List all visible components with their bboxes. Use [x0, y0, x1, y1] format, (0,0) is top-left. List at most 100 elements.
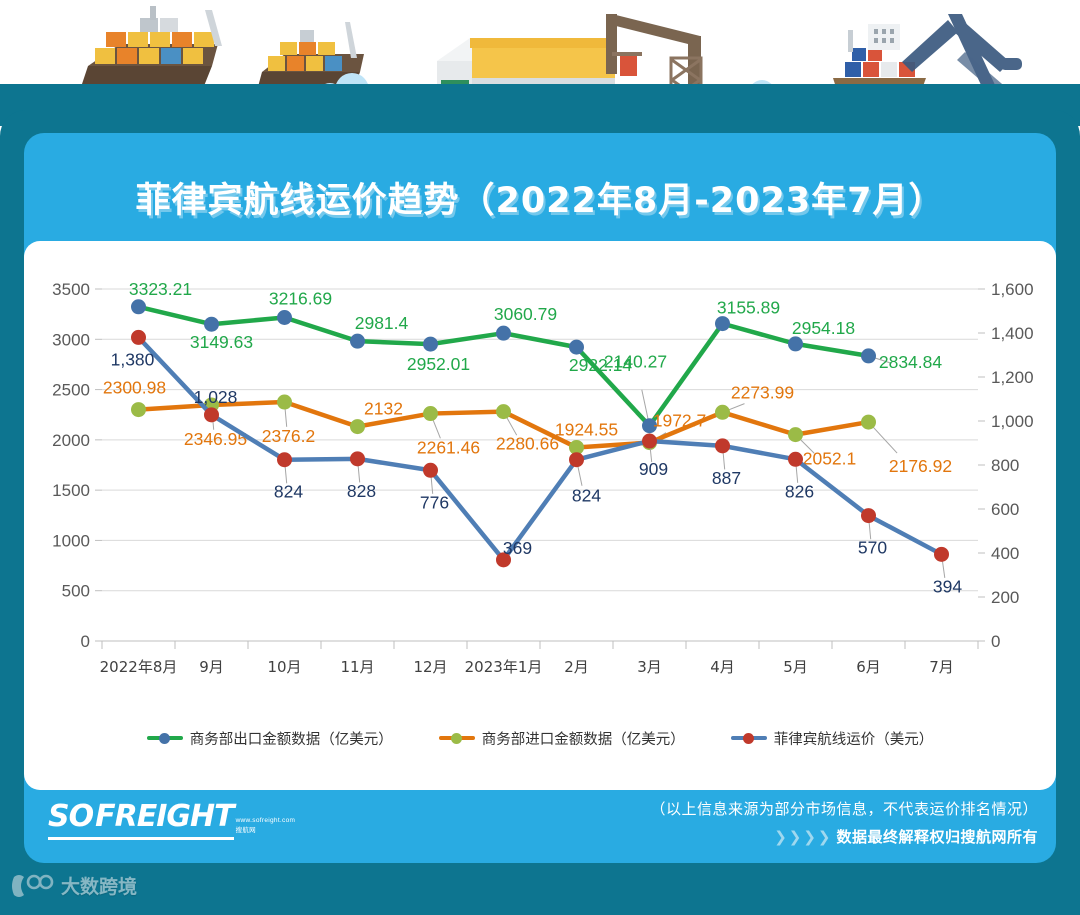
x-axis-label: 7月: [929, 658, 954, 676]
data-label: 2273.99: [731, 382, 794, 402]
data-label: 1,028: [194, 387, 238, 407]
data-label: 2952.01: [407, 354, 470, 374]
legend-marker-freight-icon: [730, 732, 767, 744]
data-point-marker: [277, 309, 292, 325]
axis-tick-label-left: 1000: [52, 531, 90, 550]
axis-tick-label-left: 0: [81, 632, 90, 651]
data-label: 2981.4: [355, 313, 409, 333]
axis-tick-label-right: 200: [991, 588, 1019, 607]
data-label: 2954.18: [792, 318, 855, 338]
legend-item-freight-rate[interactable]: 菲律宾航线运价（美元）: [730, 728, 933, 749]
data-point-marker: [496, 325, 511, 341]
dashu-logo-icon: [12, 874, 54, 897]
x-axis-label: 2022年8月: [100, 658, 178, 676]
data-label: 3060.79: [494, 304, 557, 324]
data-label: 887: [712, 468, 741, 488]
data-label: 824: [274, 482, 303, 502]
axis-tick-label-left: 1500: [52, 481, 90, 500]
data-label: 2280.66: [496, 434, 559, 454]
data-point-marker: [715, 438, 730, 454]
data-label: 2346.95: [184, 429, 247, 449]
x-axis-label: 12月: [413, 658, 447, 676]
data-point-marker: [861, 414, 876, 430]
data-point-marker: [496, 552, 511, 568]
axis-tick-label-left: 500: [62, 582, 90, 601]
line-chart: 0 500 1000 1500 2000 2500 3000 3500 0 200 400 600 80…: [52, 279, 1034, 676]
data-label: 3149.63: [190, 332, 253, 352]
axis-tick-label-right: 1,000: [991, 412, 1034, 431]
data-point-marker: [277, 394, 292, 410]
data-point-marker: [496, 404, 511, 420]
axis-tick-label-right: 0: [991, 632, 1000, 651]
data-point-marker: [569, 339, 584, 355]
series-line-2: [136, 335, 944, 563]
x-axis-label: 4月: [710, 658, 735, 676]
footer-disclaimer: （以上信息来源为部分市场信息，不代表运价排名情况）: [650, 800, 1038, 818]
data-point-marker: [350, 419, 365, 435]
watermark: 大数跨境: [10, 872, 137, 899]
data-label: 826: [785, 481, 814, 501]
axis-tick-label-left: 2500: [52, 381, 90, 400]
sofreight-logo: SO FREIGHT www.sofreight.com 搜航网: [48, 799, 295, 856]
data-label: 2300.98: [103, 378, 166, 398]
port-header-illustration: [0, 0, 1080, 126]
x-axis-label: 2023年1月: [465, 658, 543, 676]
axis-tick-label-right: 1,600: [991, 280, 1034, 299]
legend-item-export[interactable]: 商务部出口金额数据（亿美元）: [146, 728, 393, 749]
logo-underline: [48, 837, 234, 840]
data-label: 394: [933, 576, 962, 596]
data-point-marker: [569, 452, 584, 468]
data-label: 2261.46: [417, 438, 480, 458]
data-label: 2176.92: [889, 456, 952, 476]
data-point-marker: [131, 299, 146, 315]
data-label: 3216.69: [269, 288, 332, 308]
data-point-marker: [788, 427, 803, 443]
chevron-right-icon: ❯❯❯❯: [774, 828, 833, 846]
data-label: 909: [639, 459, 668, 479]
logo-so: SO: [48, 799, 94, 834]
data-point-marker: [861, 348, 876, 364]
logo-freight: FREIGHT: [95, 799, 234, 834]
footer: SO FREIGHT www.sofreight.com 搜航网 （以上信息来源…: [24, 792, 1056, 864]
x-axis-label: 6月: [856, 658, 881, 676]
data-point-marker: [642, 433, 657, 449]
data-point-marker: [642, 418, 657, 434]
axis-tick-label-right: 600: [991, 500, 1019, 519]
legend-label-import: 商务部进口金额数据（亿美元）: [481, 731, 685, 748]
chart-panel: 0 500 1000 1500 2000 2500 3000 3500 0 200 400 600 80…: [24, 241, 1056, 790]
legend-label-export: 商务部出口金额数据（亿美元）: [189, 731, 393, 748]
data-point-marker: [788, 336, 803, 352]
data-point-marker: [131, 329, 146, 345]
data-label: 776: [420, 492, 449, 512]
axis-tick-label-left: 3000: [52, 330, 90, 349]
data-label: 2132: [364, 399, 403, 419]
data-label: 2834.84: [879, 352, 943, 372]
x-axis-label: 3月: [637, 658, 662, 676]
data-label: 1972.7: [653, 411, 707, 431]
data-label: 1924.55: [555, 419, 618, 439]
legend-item-import[interactable]: 商务部进口金额数据（亿美元）: [438, 728, 685, 749]
data-label: 369: [503, 538, 532, 558]
data-point-marker: [423, 406, 438, 422]
data-point-marker: [569, 439, 584, 455]
data-point-marker: [350, 451, 365, 467]
axis-tick-label-left: 3500: [52, 280, 90, 299]
data-label: 828: [347, 481, 376, 501]
logo-subtitle: www.sofreight.com 搜航网: [235, 817, 296, 834]
data-point-marker: [788, 451, 803, 467]
data-point-marker: [350, 333, 365, 349]
container-ship-large-icon: [78, 6, 222, 96]
footer-copyright-line: ❯❯❯❯ 数据最终解释权归搜航网所有: [650, 826, 1038, 847]
data-point-marker: [423, 462, 438, 478]
x-axis-label: 9月: [199, 658, 224, 676]
x-axis-label: 10月: [267, 658, 301, 676]
x-axis-label: 5月: [783, 658, 808, 676]
data-label: 2140.27: [604, 352, 667, 372]
legend-marker-export-icon: [146, 732, 183, 744]
data-point-marker: [131, 402, 146, 418]
data-point-marker: [423, 336, 438, 352]
data-point-marker: [861, 508, 876, 524]
data-point-marker: [204, 316, 219, 332]
data-label: 2922.14: [569, 355, 633, 375]
